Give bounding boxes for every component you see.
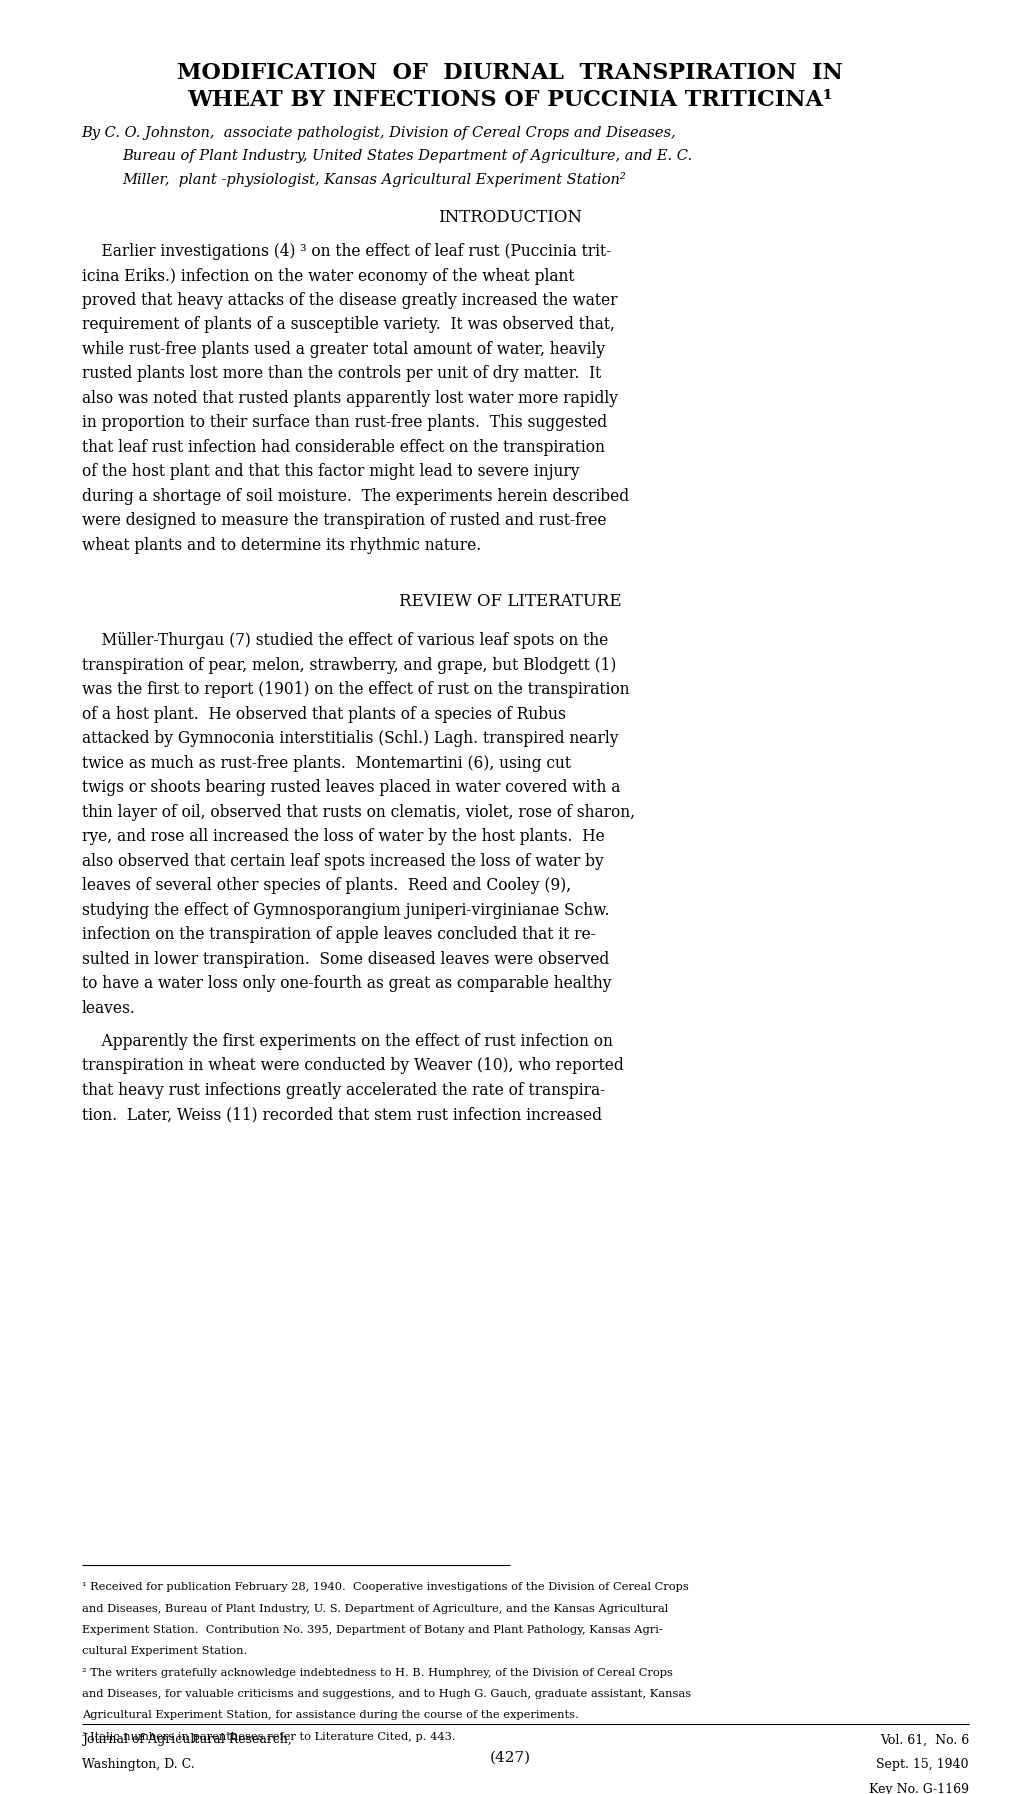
Text: of a host plant.  He observed that plants of a species of Rubus: of a host plant. He observed that plants…	[82, 705, 565, 723]
Text: twigs or shoots bearing rusted leaves placed in water covered with a: twigs or shoots bearing rusted leaves pl…	[82, 779, 620, 797]
Text: By C. O. Johnston,  associate pathologist, Division of Cereal Crops and Diseases: By C. O. Johnston, associate pathologist…	[82, 126, 676, 140]
Text: thin layer of oil, observed that rusts on clematis, violet, rose of sharon,: thin layer of oil, observed that rusts o…	[82, 804, 634, 820]
Text: leaves of several other species of plants.  Reed and Cooley (9),: leaves of several other species of plant…	[82, 877, 571, 893]
Text: Washington, D. C.: Washington, D. C.	[82, 1758, 194, 1771]
Text: Key No. G-1169: Key No. G-1169	[868, 1783, 968, 1794]
Text: rye, and rose all increased the loss of water by the host plants.  He: rye, and rose all increased the loss of …	[82, 829, 604, 845]
Text: requirement of plants of a susceptible variety.  It was observed that,: requirement of plants of a susceptible v…	[82, 316, 613, 334]
Text: infection on the transpiration of apple leaves concluded that it re-: infection on the transpiration of apple …	[82, 926, 595, 944]
Text: during a shortage of soil moisture.  The experiments herein described: during a shortage of soil moisture. The …	[82, 488, 628, 504]
Text: ² The writers gratefully acknowledge indebtedness to H. B. Humphrey, of the Divi: ² The writers gratefully acknowledge ind…	[82, 1668, 672, 1677]
Text: also was noted that rusted plants apparently lost water more rapidly: also was noted that rusted plants appare…	[82, 389, 616, 407]
Text: Bureau of Plant Industry, United States Department of Agriculture, and E. C.: Bureau of Plant Industry, United States …	[122, 149, 692, 163]
Text: proved that heavy attacks of the disease greatly increased the water: proved that heavy attacks of the disease…	[82, 292, 616, 309]
Text: Sept. 15, 1940: Sept. 15, 1940	[875, 1758, 968, 1771]
Text: of the host plant and that this factor might lead to severe injury: of the host plant and that this factor m…	[82, 463, 579, 481]
Text: and Diseases, Bureau of Plant Industry, U. S. Department of Agriculture, and the: and Diseases, Bureau of Plant Industry, …	[82, 1604, 667, 1615]
Text: was the first to report (1901) on the effect of rust on the transpiration: was the first to report (1901) on the ef…	[82, 682, 629, 698]
Text: icina Eriks.) infection on the water economy of the wheat plant: icina Eriks.) infection on the water eco…	[82, 267, 574, 285]
Text: twice as much as rust-free plants.  Montemartini (6), using cut: twice as much as rust-free plants. Monte…	[82, 755, 570, 771]
Text: were designed to measure the transpiration of rusted and rust-free: were designed to measure the transpirati…	[82, 513, 605, 529]
Text: wheat plants and to determine its rhythmic nature.: wheat plants and to determine its rhythm…	[82, 536, 480, 554]
Text: rusted plants lost more than the controls per unit of dry matter.  It: rusted plants lost more than the control…	[82, 366, 600, 382]
Text: REVIEW OF LITERATURE: REVIEW OF LITERATURE	[398, 594, 621, 610]
Text: Earlier investigations (4) ³ on the effect of leaf rust (Puccinia trit-: Earlier investigations (4) ³ on the effe…	[82, 242, 610, 260]
Text: Vol. 61,  No. 6: Vol. 61, No. 6	[878, 1733, 968, 1746]
Text: tion.  Later, Weiss (11) recorded that stem rust infection increased: tion. Later, Weiss (11) recorded that st…	[82, 1107, 601, 1123]
Text: that heavy rust infections greatly accelerated the rate of transpira-: that heavy rust infections greatly accel…	[82, 1082, 604, 1100]
Text: studying the effect of Gymnosporangium juniperi-virginianae Schw.: studying the effect of Gymnosporangium j…	[82, 902, 608, 919]
Text: Journal of Agricultural Research,: Journal of Agricultural Research,	[82, 1733, 291, 1746]
Text: ³ Italic numbers in parentheses refer to Literature Cited, p. 443.: ³ Italic numbers in parentheses refer to…	[82, 1731, 454, 1742]
Text: Miller,  plant ‐physiologist, Kansas Agricultural Experiment Station²: Miller, plant ‐physiologist, Kansas Agri…	[122, 172, 626, 187]
Text: cultural Experiment Station.: cultural Experiment Station.	[82, 1647, 247, 1656]
Text: Experiment Station.  Contribution No. 395, Department of Botany and Plant Pathol: Experiment Station. Contribution No. 395…	[82, 1625, 661, 1634]
Text: that leaf rust infection had considerable effect on the transpiration: that leaf rust infection had considerabl…	[82, 440, 604, 456]
Text: transpiration in wheat were conducted by Weaver (10), who reported: transpiration in wheat were conducted by…	[82, 1057, 623, 1075]
Text: MODIFICATION  OF  DIURNAL  TRANSPIRATION  IN: MODIFICATION OF DIURNAL TRANSPIRATION IN	[177, 63, 842, 84]
Text: sulted in lower transpiration.  Some diseased leaves were observed: sulted in lower transpiration. Some dise…	[82, 951, 608, 967]
Text: and Diseases, for valuable criticisms and suggestions, and to Hugh G. Gauch, gra: and Diseases, for valuable criticisms an…	[82, 1688, 690, 1699]
Text: Müller-Thurgau (7) studied the effect of various leaf spots on the: Müller-Thurgau (7) studied the effect of…	[82, 631, 607, 649]
Text: transpiration of pear, melon, strawberry, and grape, but Blodgett (1): transpiration of pear, melon, strawberry…	[82, 657, 615, 675]
Text: leaves.: leaves.	[82, 999, 136, 1017]
Text: INTRODUCTION: INTRODUCTION	[437, 210, 582, 226]
Text: attacked by Gymnoconia interstitialis (Schl.) Lagh. transpired nearly: attacked by Gymnoconia interstitialis (S…	[82, 730, 618, 748]
Text: Agricultural Experiment Station, for assistance during the course of the experim: Agricultural Experiment Station, for ass…	[82, 1710, 578, 1720]
Text: also observed that certain leaf spots increased the loss of water by: also observed that certain leaf spots in…	[82, 852, 603, 870]
Text: Apparently the first experiments on the effect of rust infection on: Apparently the first experiments on the …	[82, 1033, 611, 1049]
Text: WHEAT BY INFECTIONS OF PUCCINIA TRITICINA¹: WHEAT BY INFECTIONS OF PUCCINIA TRITICIN…	[187, 88, 832, 111]
Text: to have a water loss only one-fourth as great as comparable healthy: to have a water loss only one-fourth as …	[82, 976, 610, 992]
Text: ¹ Received for publication February 28, 1940.  Cooperative investigations of the: ¹ Received for publication February 28, …	[82, 1582, 688, 1593]
Text: (427): (427)	[489, 1751, 530, 1765]
Text: in proportion to their surface than rust-free plants.  This suggested: in proportion to their surface than rust…	[82, 414, 606, 431]
Text: while rust-free plants used a greater total amount of water, heavily: while rust-free plants used a greater to…	[82, 341, 604, 359]
